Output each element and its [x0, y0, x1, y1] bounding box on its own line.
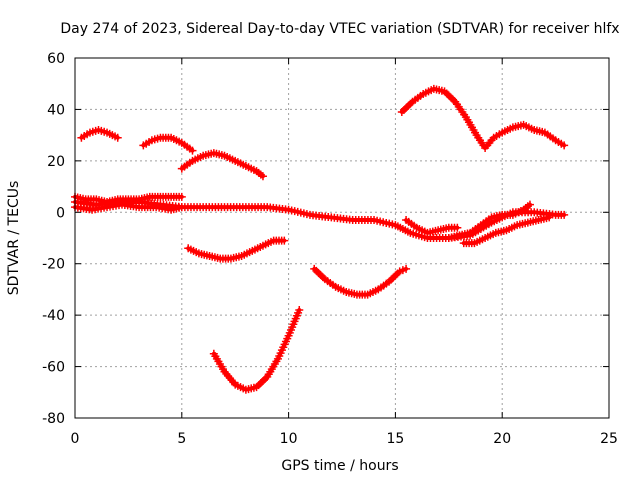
y-tick-label: -40 [42, 308, 65, 324]
axis-ticks [74, 57, 610, 419]
data-point-marker [560, 141, 569, 150]
series-arc10 [310, 264, 411, 299]
y-tick-label: 20 [47, 154, 65, 170]
x-tick-label: 25 [600, 431, 618, 447]
y-tick-label: -80 [42, 411, 65, 427]
data-point-marker [113, 133, 122, 142]
x-tick-label: 0 [71, 431, 80, 447]
series-arc1 [77, 126, 122, 142]
x-tick-labels: 0 5 10 15 20 25 [71, 431, 618, 447]
y-tick-label: 0 [56, 205, 65, 221]
x-tick-label: 5 [177, 431, 186, 447]
data-point-marker [258, 172, 267, 181]
y-tick-label: -60 [42, 360, 65, 376]
y-tick-labels: -80 -60 -40 -20 0 20 40 60 [42, 51, 65, 427]
series-arc2 [139, 133, 197, 155]
data-point-marker [453, 223, 462, 232]
y-tick-label: 60 [47, 51, 65, 67]
data-point-marker [188, 146, 197, 155]
series-arc8 [184, 236, 289, 263]
data-point-marker [525, 200, 534, 209]
series-arc12 [459, 213, 554, 248]
data-point-marker [177, 192, 186, 201]
y-axis-label: SDTVAR / TECUs [6, 181, 22, 296]
x-axis-label: GPS time / hours [281, 458, 398, 474]
data-point-marker [545, 213, 554, 222]
series-arc7 [71, 200, 186, 214]
series-arc9 [209, 306, 304, 394]
x-tick-label: 20 [493, 431, 511, 447]
y-tick-label: 40 [47, 102, 65, 118]
data-point-marker [280, 236, 289, 245]
data-point-marker [560, 210, 569, 219]
chart-title: Day 274 of 2023, Sidereal Day-to-day VTE… [60, 21, 619, 37]
x-tick-label: 15 [386, 431, 404, 447]
data-series [71, 84, 569, 394]
data-point-marker [295, 306, 304, 314]
series-arc4 [397, 84, 569, 152]
series-arc11 [402, 216, 462, 237]
x-tick-label: 10 [280, 431, 298, 447]
y-tick-label: -20 [42, 257, 65, 273]
grid-lines [75, 58, 609, 418]
series-line [399, 86, 567, 150]
data-point-marker [402, 264, 411, 273]
series-arc3 [177, 149, 267, 181]
plot-frame [74, 57, 610, 419]
data-point-marker [177, 203, 186, 212]
series-arc6 [71, 192, 186, 206]
series-arc13 [444, 200, 534, 242]
